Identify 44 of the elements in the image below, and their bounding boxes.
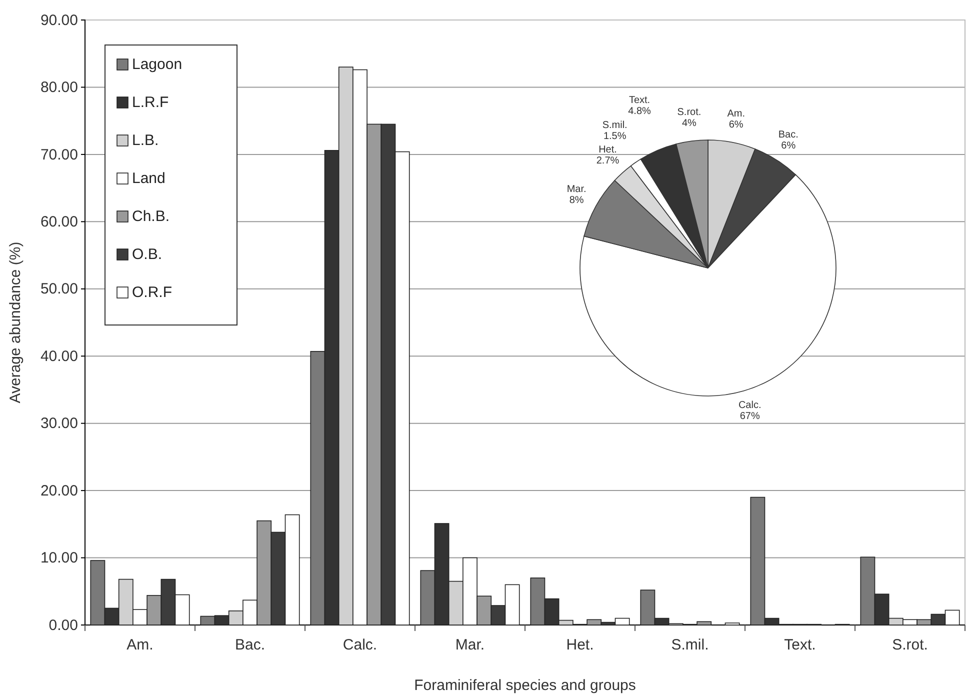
data-label: 6%: [728, 120, 744, 131]
legend-label: L.B.: [132, 132, 159, 149]
y-tick-label: 0.00: [48, 616, 78, 634]
slice-label: S.rot.: [677, 107, 702, 118]
data-label: 6%: [781, 140, 796, 152]
legend-label: O.R.F: [132, 284, 172, 301]
legend-label: O.B.: [132, 246, 162, 263]
x-axis-title: Foraminiferal species and groups: [414, 677, 636, 694]
x-tick-label: Bac.: [234, 636, 266, 654]
x-tick-label: Calc.: [342, 636, 378, 654]
y-tick-label: 80.00: [40, 79, 78, 96]
legend-label: Land: [132, 170, 166, 187]
data-label: 2.7%: [596, 155, 620, 166]
y-tick-label: 30.00: [40, 415, 78, 432]
legend-label: L.R.F: [132, 94, 169, 111]
y-tick-label: 90.00: [40, 12, 78, 29]
slice-label: Mar.: [566, 184, 586, 195]
x-tick-label: Am.: [126, 636, 154, 654]
legend-label: Lagoon: [132, 56, 182, 73]
slice-label: Calc.: [738, 400, 762, 412]
x-tick-label: Mar.: [455, 636, 485, 654]
data-label: 1.5%: [603, 130, 626, 142]
legend-label: Ch.B.: [132, 208, 170, 225]
slice-label: S.mil.: [602, 120, 628, 131]
x-tick-label: S.mil.: [671, 636, 709, 654]
data-label: 8%: [569, 194, 584, 206]
x-tick-label: Text.: [784, 636, 816, 654]
y-tick-label: 10.00: [40, 550, 78, 567]
slice-label: Het.: [598, 144, 617, 156]
data-label: 4.8%: [628, 106, 652, 117]
x-tick-label: S.rot.: [892, 636, 928, 654]
slice-label: Am.: [727, 108, 745, 120]
data-label: 4%: [682, 118, 697, 130]
y-tick-label: 70.00: [40, 146, 78, 164]
x-tick-label: Het.: [566, 636, 594, 654]
slice-label: Text.: [628, 94, 650, 106]
y-axis-title: Average abundance (%): [7, 242, 24, 404]
y-tick-label: 40.00: [40, 348, 78, 365]
y-tick-label: 60.00: [40, 213, 78, 230]
bar: [724, 622, 740, 626]
data-label: 67%: [740, 411, 760, 422]
slice-label: Bac.: [778, 129, 798, 140]
y-tick-label: 20.00: [40, 482, 78, 500]
y-tick-label: 50.00: [40, 280, 78, 298]
